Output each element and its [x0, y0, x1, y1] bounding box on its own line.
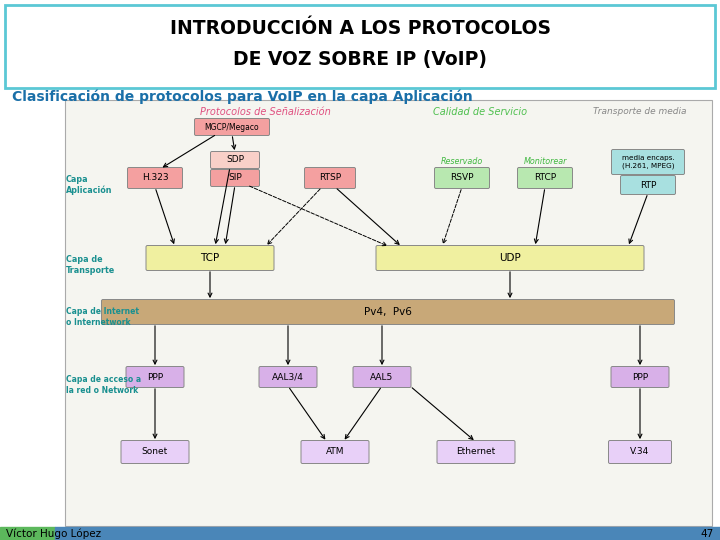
Text: Calidad de Servicio: Calidad de Servicio: [433, 107, 527, 117]
Text: Víctor Hugo López: Víctor Hugo López: [6, 529, 101, 539]
FancyBboxPatch shape: [437, 441, 515, 463]
Text: RTP: RTP: [640, 180, 656, 190]
FancyBboxPatch shape: [121, 441, 189, 463]
FancyBboxPatch shape: [611, 150, 685, 174]
FancyBboxPatch shape: [621, 176, 675, 194]
Text: H.323: H.323: [142, 173, 168, 183]
FancyBboxPatch shape: [259, 367, 317, 388]
Text: AAL5: AAL5: [370, 373, 394, 381]
FancyBboxPatch shape: [5, 5, 715, 88]
Text: 47: 47: [701, 529, 714, 539]
Text: Pv4,  Pv6: Pv4, Pv6: [364, 307, 412, 317]
Text: PPP: PPP: [147, 373, 163, 381]
Text: Capa de
Transporte: Capa de Transporte: [66, 255, 115, 275]
Text: Capa de acceso a
la red o Network: Capa de acceso a la red o Network: [66, 375, 141, 395]
FancyBboxPatch shape: [102, 300, 675, 325]
Text: V.34: V.34: [631, 448, 649, 456]
FancyBboxPatch shape: [65, 100, 712, 526]
FancyBboxPatch shape: [305, 167, 356, 188]
FancyBboxPatch shape: [210, 152, 259, 168]
FancyBboxPatch shape: [126, 367, 184, 388]
FancyBboxPatch shape: [353, 367, 411, 388]
FancyBboxPatch shape: [376, 246, 644, 271]
Text: PPP: PPP: [632, 373, 648, 381]
Text: RTCP: RTCP: [534, 173, 556, 183]
Text: RSVP: RSVP: [450, 173, 474, 183]
FancyBboxPatch shape: [127, 167, 182, 188]
Text: DE VOZ SOBRE IP (VoIP): DE VOZ SOBRE IP (VoIP): [233, 51, 487, 70]
Text: Sonet: Sonet: [142, 448, 168, 456]
Text: Monitorear: Monitorear: [523, 157, 567, 165]
Text: AAL3/4: AAL3/4: [272, 373, 304, 381]
Text: Clasificación de protocolos para VoIP en la capa Aplicación: Clasificación de protocolos para VoIP en…: [12, 89, 473, 104]
FancyBboxPatch shape: [434, 167, 490, 188]
Text: Capa
Aplicación: Capa Aplicación: [66, 175, 112, 195]
FancyBboxPatch shape: [210, 170, 259, 186]
Text: TCP: TCP: [200, 253, 220, 263]
Text: MGCP/Megaco: MGCP/Megaco: [204, 123, 259, 132]
Text: SDP: SDP: [226, 156, 244, 165]
FancyBboxPatch shape: [518, 167, 572, 188]
FancyBboxPatch shape: [608, 441, 672, 463]
Bar: [55, 527, 720, 540]
Text: Transporte de media: Transporte de media: [593, 107, 687, 117]
FancyBboxPatch shape: [146, 246, 274, 271]
FancyBboxPatch shape: [194, 118, 269, 136]
Text: INTRODUCCIÓN A LOS PROTOCOLOS: INTRODUCCIÓN A LOS PROTOCOLOS: [169, 18, 551, 37]
FancyBboxPatch shape: [301, 441, 369, 463]
Text: Capa de Internet
o Internetwork: Capa de Internet o Internetwork: [66, 307, 139, 327]
Text: SIP: SIP: [228, 173, 242, 183]
Text: RTSP: RTSP: [319, 173, 341, 183]
Text: ATM: ATM: [325, 448, 344, 456]
Text: Protocolos de Señalización: Protocolos de Señalización: [199, 107, 330, 117]
Text: Reservado: Reservado: [441, 157, 483, 165]
Text: Ethernet: Ethernet: [456, 448, 495, 456]
Bar: [0, 527, 55, 540]
Text: media encaps.
(H.261, MPEG): media encaps. (H.261, MPEG): [621, 156, 675, 168]
FancyBboxPatch shape: [611, 367, 669, 388]
Text: UDP: UDP: [499, 253, 521, 263]
